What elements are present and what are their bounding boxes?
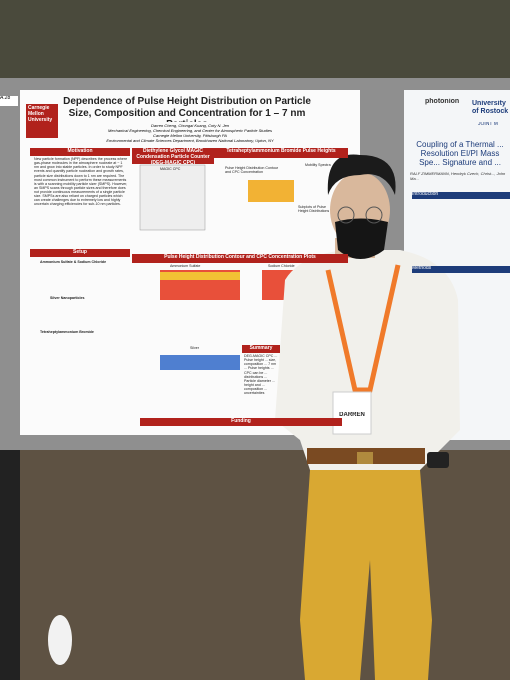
wall <box>0 0 510 80</box>
panel-title: Sodium Chloride <box>268 264 295 268</box>
right-poster-title: Coupling of a Thermal ... Resolution EI/… <box>416 140 504 168</box>
hair <box>327 154 396 195</box>
cup <box>48 615 72 665</box>
plot-title: Mobility Spectra <box>305 163 331 167</box>
glasses <box>337 206 355 224</box>
contour-band <box>160 272 240 280</box>
section-heading: Setup <box>30 249 130 257</box>
contour-plot <box>248 180 294 202</box>
affiliation: Environmental and Climate Sciences Depar… <box>106 139 274 143</box>
figure-label: MAGIC CPC <box>160 167 181 171</box>
plot-title: Subplots of Pulse Height Distributions <box>298 205 330 214</box>
badge <box>332 391 372 435</box>
right-section-heading: Introduction <box>412 192 510 199</box>
logo: photonion <box>425 98 460 105</box>
figure <box>139 164 206 231</box>
section-text: DEG-MAGIC CPC ... Pulse height ... size,… <box>244 354 278 396</box>
affiliation: Mechanical Engineering, Chemical Enginee… <box>108 129 272 133</box>
right-section-heading: Methods <box>412 266 510 273</box>
section-heading: Diethylene Glycol MAGIC Condensation Par… <box>132 148 214 164</box>
section-heading: Tetraheptylammonium Bromide Pulse Height… <box>214 148 348 158</box>
contour-plot <box>160 355 240 370</box>
affiliation: Carnegie Mellon University, Pittsburgh P… <box>153 134 227 138</box>
section-heading: Summary <box>242 345 280 353</box>
panel-title: Ammonium Sulfate <box>170 264 201 268</box>
subheading: Tetraheptylammonium Bromide <box>40 330 94 334</box>
right-poster-authors: RALF ZIMMERMANN, Hendryk Czech, Christ..… <box>410 172 506 181</box>
poster-title: Dependence of Pulse Height Distribution … <box>63 96 311 122</box>
panel-title: Silver <box>190 346 199 350</box>
subheading: Silver Nanoparticles <box>50 296 85 300</box>
logo: Carnegie Mellon University <box>26 104 58 138</box>
section-text: New particle formation (NPF) describes t… <box>34 157 128 207</box>
plot-title: Pulse Height Distribution Contour and CP… <box>225 166 279 175</box>
section-heading: Funding <box>140 418 342 426</box>
badge-name: DARREN <box>339 412 365 418</box>
section-heading: Motivation <box>30 148 130 156</box>
logo: JOINT M <box>478 122 498 127</box>
logo: University of Rostock <box>472 100 509 116</box>
stand <box>0 450 20 680</box>
shirt <box>275 250 460 470</box>
mask <box>335 218 388 259</box>
lanyard <box>325 264 401 393</box>
authors: Darren Cheng, Chongai Kuang, Coty N. Jen <box>150 124 230 128</box>
glasses <box>365 206 383 224</box>
watch <box>427 452 449 468</box>
section-heading: Pulse Height Distribution Contour and CP… <box>132 254 348 263</box>
pants <box>300 470 432 680</box>
buckle <box>357 452 373 464</box>
subheading: Ammonium Sulfate & Sodium Chloride <box>40 260 107 264</box>
board-id: A.28 <box>0 96 18 106</box>
carpet <box>0 450 510 680</box>
